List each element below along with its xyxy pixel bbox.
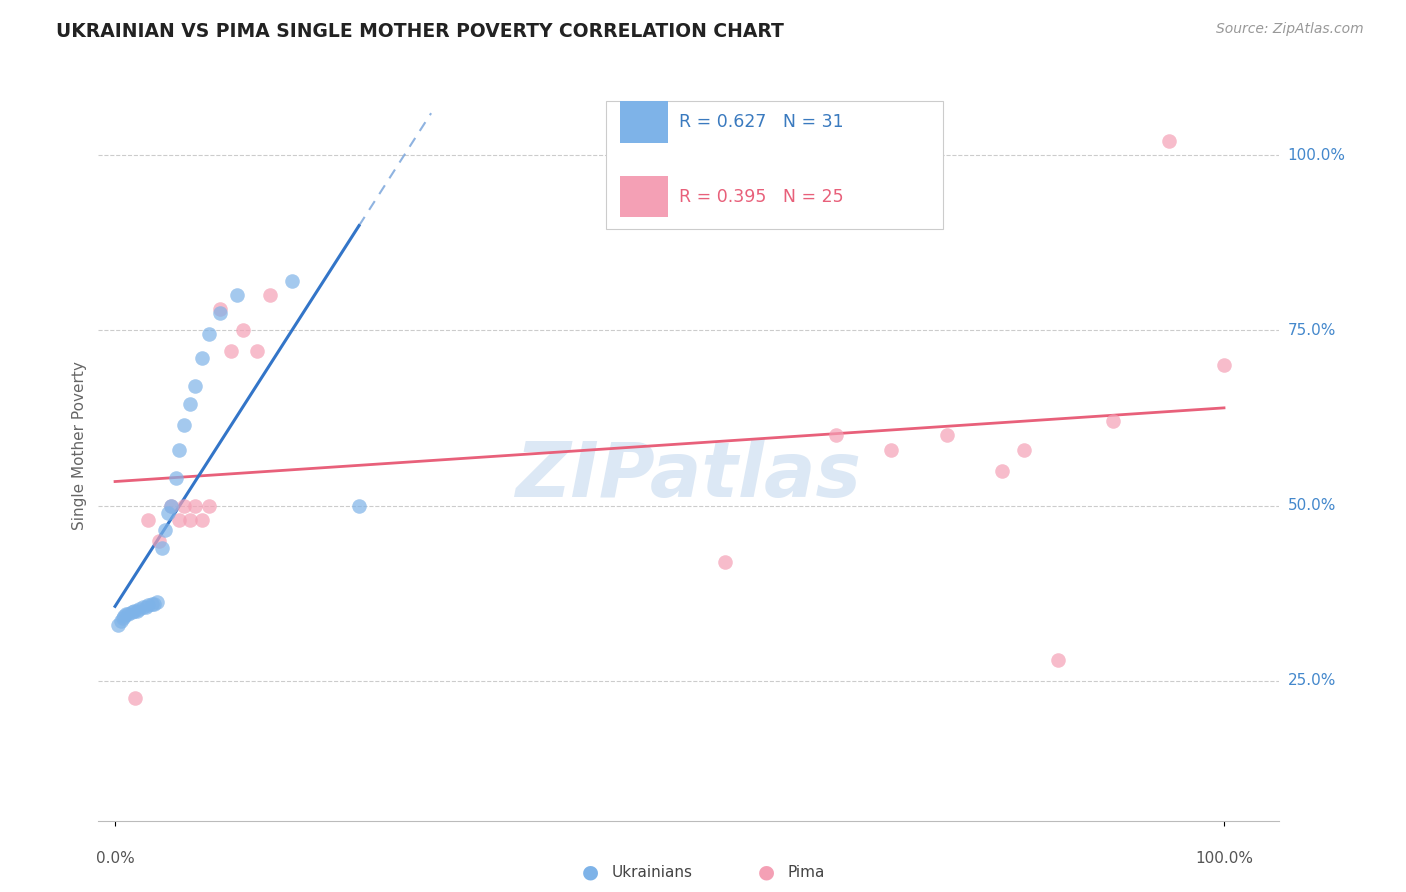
Point xyxy=(115,607,138,621)
Point xyxy=(198,326,221,341)
Point xyxy=(209,302,232,317)
Point xyxy=(935,428,957,442)
Point xyxy=(281,275,304,289)
Point xyxy=(117,607,139,621)
Text: ●: ● xyxy=(582,863,599,882)
Point xyxy=(157,506,180,520)
Point xyxy=(107,617,129,632)
Point xyxy=(1157,135,1180,149)
Point xyxy=(159,499,181,513)
Point xyxy=(221,344,243,359)
Point xyxy=(179,397,201,411)
Point xyxy=(1046,652,1069,666)
Text: 25.0%: 25.0% xyxy=(1288,673,1336,688)
Point xyxy=(169,442,191,457)
Text: 75.0%: 75.0% xyxy=(1288,323,1336,338)
Point xyxy=(1014,442,1036,457)
Point xyxy=(136,598,159,612)
Point xyxy=(121,605,143,619)
Point xyxy=(173,499,195,513)
Point xyxy=(1102,415,1125,429)
Point xyxy=(232,323,254,337)
Point xyxy=(347,499,370,513)
Point xyxy=(190,351,212,366)
Text: UKRAINIAN VS PIMA SINGLE MOTHER POVERTY CORRELATION CHART: UKRAINIAN VS PIMA SINGLE MOTHER POVERTY … xyxy=(56,22,785,41)
Text: Source: ZipAtlas.com: Source: ZipAtlas.com xyxy=(1216,22,1364,37)
Text: Ukrainians: Ukrainians xyxy=(612,865,693,880)
Point xyxy=(128,602,150,616)
Point xyxy=(146,595,169,609)
Point xyxy=(184,379,207,393)
Point xyxy=(111,610,134,624)
Point xyxy=(184,499,207,513)
Point xyxy=(122,603,145,617)
Point xyxy=(179,512,201,526)
Point xyxy=(124,691,146,706)
Bar xyxy=(620,177,668,218)
Y-axis label: Single Mother Poverty: Single Mother Poverty xyxy=(72,361,87,531)
Point xyxy=(159,499,181,513)
Point xyxy=(141,597,163,611)
Point xyxy=(150,541,173,555)
Point xyxy=(165,470,187,484)
Point xyxy=(135,600,157,615)
Point xyxy=(1213,359,1236,373)
Point xyxy=(136,512,159,526)
Text: 0.0%: 0.0% xyxy=(96,851,135,866)
Bar xyxy=(606,102,943,228)
Text: 100.0%: 100.0% xyxy=(1195,851,1253,866)
Point xyxy=(127,603,149,617)
Point xyxy=(246,344,269,359)
Point xyxy=(226,288,249,302)
Point xyxy=(991,463,1014,477)
Point xyxy=(714,555,737,569)
Text: R = 0.627   N = 31: R = 0.627 N = 31 xyxy=(679,113,844,131)
Point xyxy=(880,442,903,457)
Text: Pima: Pima xyxy=(787,865,825,880)
Point xyxy=(169,512,191,526)
Text: ●: ● xyxy=(758,863,775,882)
Point xyxy=(112,609,135,624)
Point xyxy=(153,523,176,537)
Point xyxy=(148,533,170,548)
Point xyxy=(209,306,232,320)
Point xyxy=(142,597,165,611)
Point xyxy=(198,499,221,513)
Bar xyxy=(620,102,668,143)
Point xyxy=(132,600,155,615)
Text: 50.0%: 50.0% xyxy=(1288,498,1336,513)
Text: ZIPatlas: ZIPatlas xyxy=(516,439,862,513)
Point xyxy=(173,417,195,432)
Point xyxy=(825,428,848,442)
Text: 100.0%: 100.0% xyxy=(1288,148,1346,163)
Point xyxy=(110,614,132,628)
Text: R = 0.395   N = 25: R = 0.395 N = 25 xyxy=(679,188,844,206)
Point xyxy=(190,512,212,526)
Point xyxy=(259,288,281,302)
